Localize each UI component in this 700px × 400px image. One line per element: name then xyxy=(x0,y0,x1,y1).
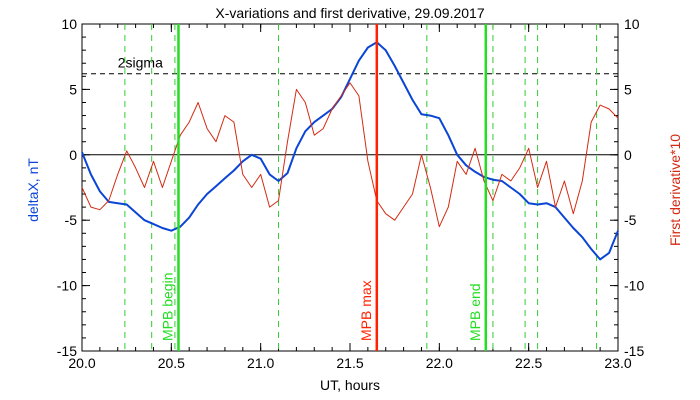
plot-area: 20.0 20.5 21.0 21.5 22.0 22.5 23.0-15 -15-10 -10… xyxy=(57,16,645,371)
x-tick-label: 22.5 xyxy=(515,355,542,371)
chart-title: X-variations and first derivative, 29.09… xyxy=(215,5,484,21)
x-tick-label: 20.5 xyxy=(158,355,185,371)
y-tick-label-left: 5 xyxy=(69,81,77,97)
y-tick-label-right: 10 xyxy=(624,16,640,32)
y-tick-label-left: -15 xyxy=(57,343,77,359)
y-axis-label-right: First derivative*10 xyxy=(667,134,683,246)
x-tick-label: 21.5 xyxy=(336,355,363,371)
y-tick-label-right: 5 xyxy=(624,81,632,97)
deltax-series-line xyxy=(81,41,619,261)
y-tick-label-left: 0 xyxy=(69,147,77,163)
x-tick-label: 22.0 xyxy=(426,355,453,371)
y-tick-label-left: -10 xyxy=(57,278,77,294)
y-tick-label-right: -15 xyxy=(624,343,644,359)
x-tick-label: 20.0 xyxy=(68,355,95,371)
x-axis-label: UT, hours xyxy=(320,377,380,393)
x-tick-label: 21.0 xyxy=(247,355,274,371)
y-tick-label-left: -5 xyxy=(65,212,78,228)
y-axis-label-left: deltaX, nT xyxy=(25,158,41,222)
marker-label: MPB end xyxy=(467,283,483,341)
derivative-series-line xyxy=(81,82,619,228)
marker-label: MPB max xyxy=(358,280,374,341)
x-tick-label: 23.0 xyxy=(604,355,631,371)
y-tick-label-left: 10 xyxy=(61,16,77,32)
y-tick-label-right: -10 xyxy=(624,278,644,294)
y-tick-label-right: -5 xyxy=(624,212,637,228)
marker-label: MPB begin xyxy=(159,273,175,341)
y-tick-label-right: 0 xyxy=(624,147,632,163)
